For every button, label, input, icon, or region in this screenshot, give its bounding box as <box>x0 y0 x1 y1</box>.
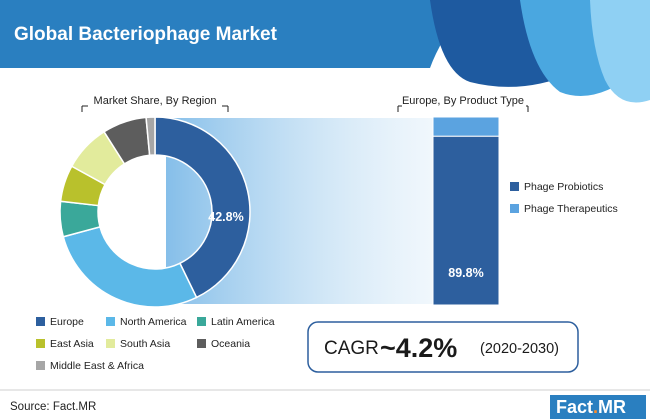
legend-swatch-oceania <box>197 339 206 348</box>
cagr-box-frame <box>307 321 579 373</box>
bar-chart-title: Europe, By Product Type <box>402 95 524 107</box>
page-title: Global Bacteriophage Market <box>14 24 278 45</box>
legend-swatch-middle-east-africa <box>36 361 45 370</box>
brand-dot: . <box>593 397 598 417</box>
cagr-label: CAGR <box>324 338 379 359</box>
legend-label-phage-probiotics: Phage Probiotics <box>524 181 603 193</box>
legend-label-phage-therapeutics: Phage Therapeutics <box>524 203 618 215</box>
brand-mr: MR <box>598 397 626 417</box>
legend-label-latin-america: Latin America <box>211 316 275 328</box>
bar-section-header: Europe, By Product Type <box>397 92 529 112</box>
svg-text:Fact.MR: Fact.MR <box>556 397 626 417</box>
cagr-period: (2020-2030) <box>480 341 559 357</box>
brand-logo-bg <box>550 395 646 419</box>
cagr-value: ~4.2% <box>380 333 457 363</box>
bar-label-phage-probiotics: 89.8% <box>448 266 483 280</box>
footer: Source: Fact.MR Fact.MR <box>0 389 650 419</box>
legend-swatch-latin-america <box>197 317 206 326</box>
header-wave-3 <box>590 0 650 103</box>
donut-chart-title: Market Share, By Region <box>94 95 217 107</box>
legend-label-south-asia: South Asia <box>120 338 170 350</box>
legend-label-middle-east-africa: Middle East & Africa <box>50 360 144 372</box>
header-band <box>0 0 470 68</box>
legend-label-east-asia: East Asia <box>50 338 94 350</box>
brand-fact: Fact <box>556 397 593 417</box>
legend-swatch-phage-therapeutics <box>510 204 519 213</box>
donut-section-header: Market Share, By Region <box>81 92 229 112</box>
legend-swatch-north-america <box>106 317 115 326</box>
bar-segment-phage-therapeutics <box>432 116 500 137</box>
legend-label-north-america: North America <box>120 316 187 328</box>
donut-legend: Europe North America Latin America East … <box>36 316 275 372</box>
donut-slice-middle-east-africa <box>145 116 156 157</box>
donut-slice-north-america <box>62 225 198 308</box>
source-text: Source: Fact.MR <box>10 401 96 413</box>
legend-label-oceania: Oceania <box>211 338 250 350</box>
header: Global Bacteriophage Market <box>0 0 650 103</box>
bar-segment-phage-probiotics <box>432 135 500 306</box>
cagr-box: CAGR ~4.2% (2020-2030) <box>307 321 579 373</box>
legend-label-europe: Europe <box>50 316 84 328</box>
legend-swatch-east-asia <box>36 339 45 348</box>
legend-swatch-europe <box>36 317 45 326</box>
bar-legend: Phage Probiotics Phage Therapeutics <box>510 181 618 215</box>
legend-swatch-phage-probiotics <box>510 182 519 191</box>
donut-chart <box>59 116 251 308</box>
brand-logo: Fact.MR <box>550 395 646 419</box>
legend-swatch-south-asia <box>106 339 115 348</box>
donut-slice-europe <box>154 116 251 299</box>
stacked-bar-chart <box>432 116 500 306</box>
donut-label-europe: 42.8% <box>208 210 243 224</box>
